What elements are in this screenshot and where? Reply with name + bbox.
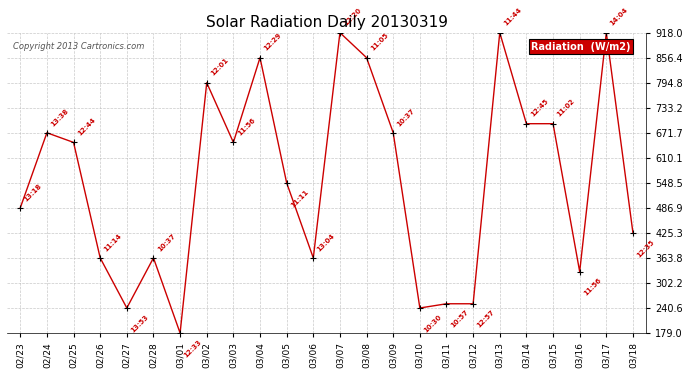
Text: 13:53: 13:53 [130, 314, 150, 333]
Text: 10:30: 10:30 [422, 314, 442, 333]
Title: Solar Radiation Daily 20130319: Solar Radiation Daily 20130319 [206, 15, 448, 30]
Text: 10:57: 10:57 [449, 309, 469, 329]
Text: Radiation  (W/m2): Radiation (W/m2) [531, 42, 631, 52]
Text: 12:33: 12:33 [183, 339, 203, 358]
Text: 10:37: 10:37 [156, 232, 176, 252]
Text: 12:35: 12:35 [635, 238, 656, 258]
Text: 12:57: 12:57 [476, 309, 495, 329]
Text: 12:01: 12:01 [210, 57, 229, 77]
Text: 11:11: 11:11 [289, 188, 309, 209]
Text: 11:14: 11:14 [103, 232, 123, 252]
Text: 14:04: 14:04 [609, 7, 629, 27]
Text: 11:56: 11:56 [236, 117, 256, 137]
Text: 12:29: 12:29 [263, 32, 283, 52]
Text: 12:44: 12:44 [77, 117, 97, 137]
Text: 12:20: 12:20 [343, 7, 362, 27]
Text: Copyright 2013 Cartronics.com: Copyright 2013 Cartronics.com [13, 42, 145, 51]
Text: 11:56: 11:56 [582, 277, 602, 297]
Text: 11:05: 11:05 [369, 32, 389, 52]
Text: 10:37: 10:37 [396, 107, 416, 127]
Text: 11:02: 11:02 [556, 98, 575, 118]
Text: 13:38: 13:38 [50, 107, 70, 127]
Text: 13:04: 13:04 [316, 232, 336, 252]
Text: 12:45: 12:45 [529, 98, 549, 118]
Text: 13:18: 13:18 [23, 182, 43, 203]
Text: 11:44: 11:44 [502, 7, 523, 27]
